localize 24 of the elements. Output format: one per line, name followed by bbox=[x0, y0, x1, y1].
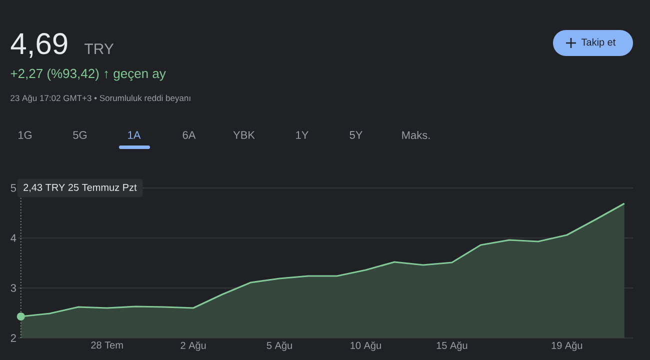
x-tick-label: 28 Tem bbox=[91, 342, 123, 349]
x-tick-label: 5 Ağu bbox=[266, 342, 292, 351]
x-tick-label: 2 Ağu bbox=[180, 342, 206, 351]
text: 23 Ağu 17:02 GMT+3 • Sorumluluk reddi beyanı bbox=[10, 94, 190, 103]
text: TRY bbox=[84, 44, 114, 54]
text: 5G bbox=[73, 131, 87, 139]
y-tick-label: 3 bbox=[10, 284, 16, 292]
annotation: 2,43 TRY 25 Temmuz Pzt bbox=[24, 184, 137, 192]
text: 1A bbox=[128, 131, 141, 139]
text: 6A bbox=[182, 131, 196, 139]
y-tick-label: 2 bbox=[10, 334, 16, 342]
y-tick-label: 5 bbox=[10, 184, 16, 192]
text: Maks. bbox=[402, 130, 430, 140]
text: 1G bbox=[18, 131, 32, 139]
text: Takip et bbox=[581, 38, 616, 48]
text: +2,27 (%93,42) ↑ geçen ay bbox=[10, 68, 166, 81]
x-tick-label: 15 Ağu bbox=[436, 342, 468, 351]
x-tick-label: 10 Ağu bbox=[350, 342, 381, 351]
text: 1Y bbox=[296, 131, 308, 139]
chart-title: 4,69 bbox=[10, 33, 68, 58]
text: 5Y bbox=[350, 131, 362, 139]
y-tick-label: 4 bbox=[10, 234, 16, 242]
text: YBK bbox=[233, 131, 255, 139]
x-tick-label: 19 Ağu bbox=[552, 342, 582, 351]
